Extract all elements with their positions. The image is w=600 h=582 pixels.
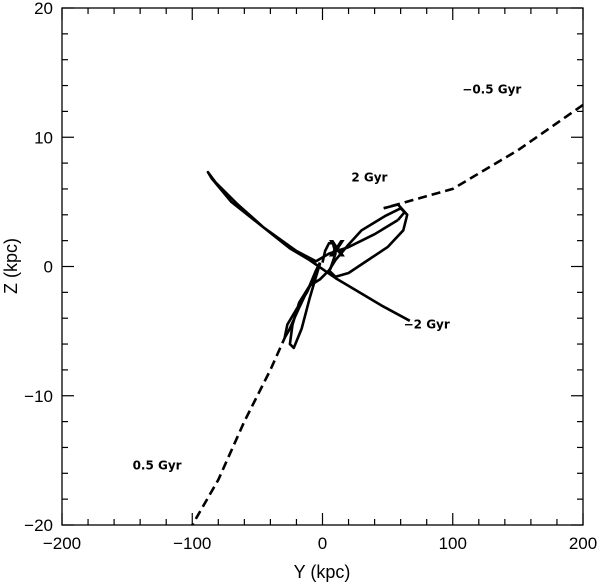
- x-tick-label: 0: [318, 534, 327, 553]
- time-label: 0.5 Gyr: [133, 459, 182, 473]
- orbit-solid-line: [283, 241, 337, 350]
- time-label: 2 Gyr: [351, 170, 387, 184]
- y-axis-title: Z (kpc): [1, 238, 21, 294]
- axis-ticks: [61, 7, 584, 526]
- orbit-dashed-line: [383, 103, 584, 210]
- y-tick-label: 0: [44, 258, 53, 277]
- time-label: −0.5 Gyr: [462, 82, 521, 96]
- position-marker: X: [328, 237, 345, 262]
- orbit-dashed-line: [191, 334, 288, 526]
- y-tick-label: 20: [34, 0, 53, 18]
- time-label: −2 Gyr: [404, 318, 450, 332]
- y-tick-label: −20: [24, 516, 53, 535]
- x-tick-label: −100: [173, 534, 211, 553]
- orbit-solid-line: [206, 170, 411, 322]
- x-axis-title: Y (kpc): [294, 562, 351, 582]
- y-tick-label: 10: [34, 128, 53, 147]
- x-tick-label: −200: [43, 534, 81, 553]
- annotations: −0.5 Gyr 2 Gyr −2 Gyr 0.5 Gyr X: [133, 82, 522, 472]
- x-tick-label: 200: [569, 534, 597, 553]
- orbit-solid-line: [327, 203, 409, 279]
- orbit-curves: [191, 103, 584, 526]
- x-tick-label: 100: [439, 534, 467, 553]
- y-tick-label: −10: [24, 387, 53, 406]
